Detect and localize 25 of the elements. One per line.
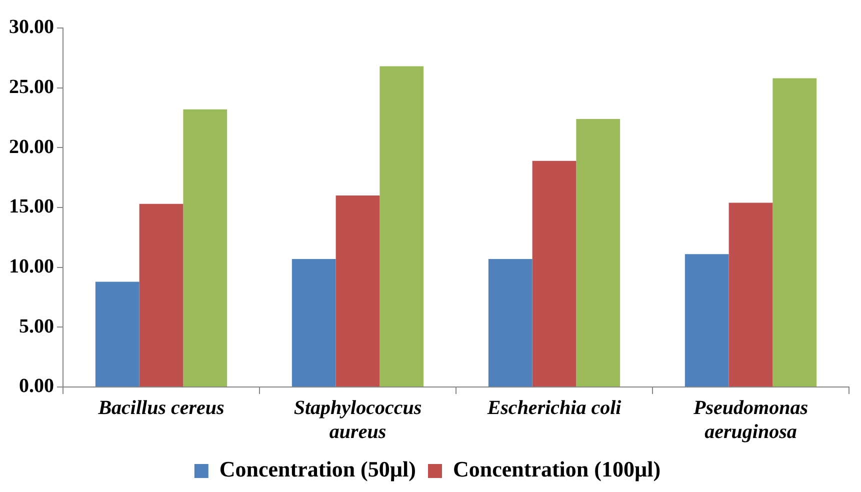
y-tick-label: 20.00 <box>9 136 54 158</box>
bar <box>292 258 336 386</box>
y-tick-label: 25.00 <box>9 76 54 98</box>
bar <box>532 160 576 386</box>
x-tick-label: Escherichia coli <box>486 397 622 420</box>
bar <box>684 254 729 386</box>
bar <box>95 282 140 386</box>
x-tick-label: Pseudomonas aeruginosa <box>692 397 808 444</box>
bar <box>488 258 532 386</box>
bar <box>139 204 184 386</box>
bar <box>728 202 773 386</box>
x-tick-label: Bacillus cereus <box>97 397 225 420</box>
bar <box>336 196 380 386</box>
y-tick-label: 30.00 <box>9 16 54 38</box>
y-tick-label: 15.00 <box>9 196 54 218</box>
y-tick-label: 0.00 <box>19 375 54 398</box>
y-tick-label: 10.00 <box>9 256 54 278</box>
legend-label: Concentration (100µl) <box>453 456 661 482</box>
bar <box>576 118 620 386</box>
y-tick-label: 5.00 <box>19 315 54 338</box>
bar <box>772 78 817 386</box>
bar <box>380 66 424 386</box>
legend-label: Concentration (50µl) <box>219 456 416 482</box>
x-tick-label: Staphylococcus aureus <box>294 397 422 444</box>
bar <box>183 109 228 386</box>
